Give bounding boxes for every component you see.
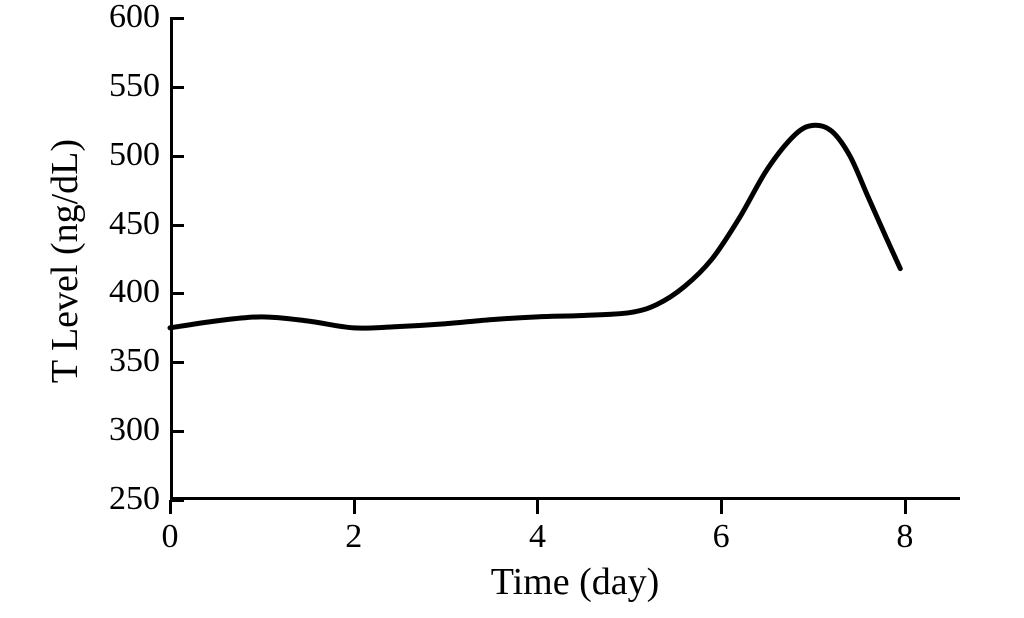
y-tick: [170, 224, 184, 227]
y-tick-label: 450: [80, 205, 160, 243]
x-tick-label: 8: [885, 518, 925, 556]
y-tick-label: 400: [80, 273, 160, 311]
y-tick-label: 350: [80, 342, 160, 380]
x-tick-label: 2: [334, 518, 374, 556]
y-tick: [170, 499, 184, 502]
plot-area: [170, 18, 960, 500]
x-tick: [169, 500, 172, 514]
y-tick: [170, 17, 184, 20]
x-tick: [353, 500, 356, 514]
y-tick-label: 250: [80, 480, 160, 518]
x-tick-label: 0: [150, 518, 190, 556]
x-tick: [904, 500, 907, 514]
y-tick-label: 550: [80, 67, 160, 105]
chart-container: T Level (ng/dL) Time (day) 2503003504004…: [0, 0, 1024, 618]
y-tick: [170, 361, 184, 364]
y-tick-label: 600: [80, 0, 160, 36]
x-tick-label: 6: [701, 518, 741, 556]
y-tick: [170, 430, 184, 433]
y-tick: [170, 292, 184, 295]
x-tick: [720, 500, 723, 514]
y-tick: [170, 86, 184, 89]
y-tick-label: 500: [80, 136, 160, 174]
y-tick-label: 300: [80, 411, 160, 449]
x-tick-label: 4: [517, 518, 557, 556]
y-tick: [170, 155, 184, 158]
x-axis-label: Time (day): [455, 560, 695, 604]
x-tick: [536, 500, 539, 514]
